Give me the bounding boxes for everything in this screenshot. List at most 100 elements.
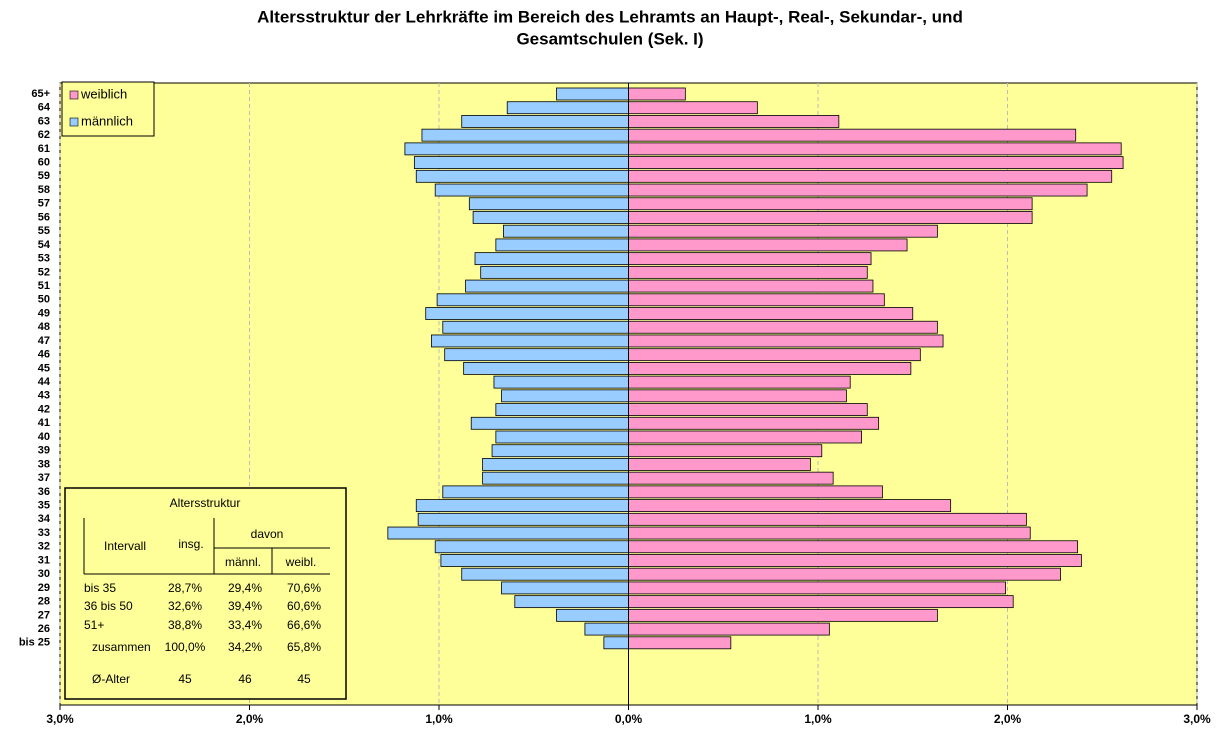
- y-tick-label: 63: [38, 115, 50, 127]
- bar: [628, 87, 686, 101]
- table-cell: Ø-Alter: [92, 672, 130, 686]
- bar: [506, 101, 629, 115]
- legend-swatch: [69, 117, 79, 127]
- bar: [628, 416, 880, 430]
- bar: [436, 293, 629, 307]
- bar: [628, 526, 1031, 540]
- y-tick-label: 27: [38, 609, 50, 621]
- bar: [628, 169, 1113, 183]
- y-tick-label: 45: [38, 362, 50, 374]
- y-tick-label: 62: [38, 129, 50, 141]
- table-cell: 70,6%: [287, 581, 321, 595]
- bar: [628, 622, 830, 636]
- bar: [628, 499, 952, 513]
- y-tick-label: 38: [38, 458, 50, 470]
- bar: [628, 403, 868, 416]
- y-tick-label: 50: [38, 294, 50, 306]
- bar: [442, 485, 629, 499]
- x-tick-label: 2,0%: [994, 712, 1022, 726]
- y-tick-label: 48: [38, 321, 50, 333]
- table-cell: 33,4%: [228, 618, 262, 632]
- y-tick-label: 32: [38, 541, 50, 553]
- table-cell: 100,0%: [165, 640, 206, 654]
- bar: [628, 293, 885, 307]
- table-cell: 51+: [84, 618, 104, 632]
- y-tick-label: 33: [38, 527, 50, 539]
- bar: [514, 595, 629, 609]
- y-tick-label: 56: [38, 211, 50, 223]
- y-tick-label: 43: [38, 390, 50, 402]
- bar: [628, 115, 840, 128]
- table-cell: 34,2%: [228, 640, 262, 654]
- y-tick-label: 57: [38, 198, 50, 210]
- y-tick-label: 59: [38, 170, 50, 182]
- y-tick-label: 53: [38, 253, 50, 265]
- bar: [493, 375, 629, 389]
- bar: [421, 128, 629, 142]
- bar: [434, 540, 629, 554]
- bar: [472, 211, 629, 224]
- table-cell: 60,6%: [287, 599, 321, 613]
- table-cell: 39,4%: [228, 599, 262, 613]
- table-cell: zusammen: [92, 640, 151, 654]
- y-tick-label: 35: [38, 500, 50, 512]
- table-cell: 29,4%: [228, 581, 262, 595]
- y-tick-label: 42: [38, 403, 50, 415]
- table-cell: 46: [238, 672, 252, 686]
- bar: [628, 224, 938, 238]
- table-cell: 45: [297, 672, 311, 686]
- bar: [628, 348, 921, 362]
- y-tick-label: 46: [38, 349, 50, 361]
- bar: [603, 636, 629, 650]
- legend-label: weiblich: [80, 86, 127, 101]
- bar: [468, 197, 629, 211]
- bar: [501, 389, 629, 403]
- bar: [628, 389, 847, 403]
- table-header: weibl.: [285, 555, 317, 569]
- bar: [628, 554, 1082, 567]
- y-tick-label: 49: [38, 307, 50, 319]
- table-cell: bis 35: [84, 581, 116, 595]
- y-tick-label: 29: [38, 582, 50, 594]
- bar: [628, 608, 938, 622]
- bar: [628, 142, 1122, 156]
- bar: [628, 540, 1079, 554]
- bar: [425, 307, 629, 320]
- y-tick-label: 51: [38, 280, 50, 292]
- y-tick-label: 41: [38, 417, 50, 429]
- x-tick-label: 0,0%: [615, 712, 643, 726]
- bar: [628, 183, 1088, 197]
- bar: [556, 608, 629, 622]
- bar: [628, 595, 1014, 609]
- bar: [628, 430, 862, 444]
- bar: [628, 444, 823, 458]
- bar: [503, 224, 629, 238]
- bar: [628, 361, 912, 375]
- y-tick-label: 30: [38, 568, 50, 580]
- table-header: männl.: [225, 555, 261, 569]
- x-tick-label: 3,0%: [46, 712, 74, 726]
- y-tick-label: 40: [38, 431, 50, 443]
- bar: [434, 183, 629, 197]
- bar: [404, 142, 629, 156]
- bar: [628, 156, 1124, 170]
- table-title: Altersstruktur: [170, 496, 241, 510]
- y-tick-label: 65+: [31, 88, 50, 100]
- legend-label: männlich: [81, 113, 133, 128]
- bar: [628, 636, 732, 650]
- bar: [465, 279, 629, 293]
- table-cell: 38,8%: [168, 618, 202, 632]
- bar: [628, 581, 1007, 595]
- x-tick-label: 1,0%: [804, 712, 832, 726]
- y-tick-label: 64: [38, 102, 51, 114]
- bar: [461, 115, 629, 128]
- bar: [431, 334, 629, 348]
- table-header: Intervall: [104, 539, 146, 553]
- bar: [628, 252, 872, 266]
- y-tick-label: 60: [38, 157, 50, 169]
- bar: [495, 430, 629, 444]
- bar: [628, 101, 758, 115]
- table-cell: 65,8%: [287, 640, 321, 654]
- bar: [628, 512, 1027, 526]
- bar: [628, 458, 811, 471]
